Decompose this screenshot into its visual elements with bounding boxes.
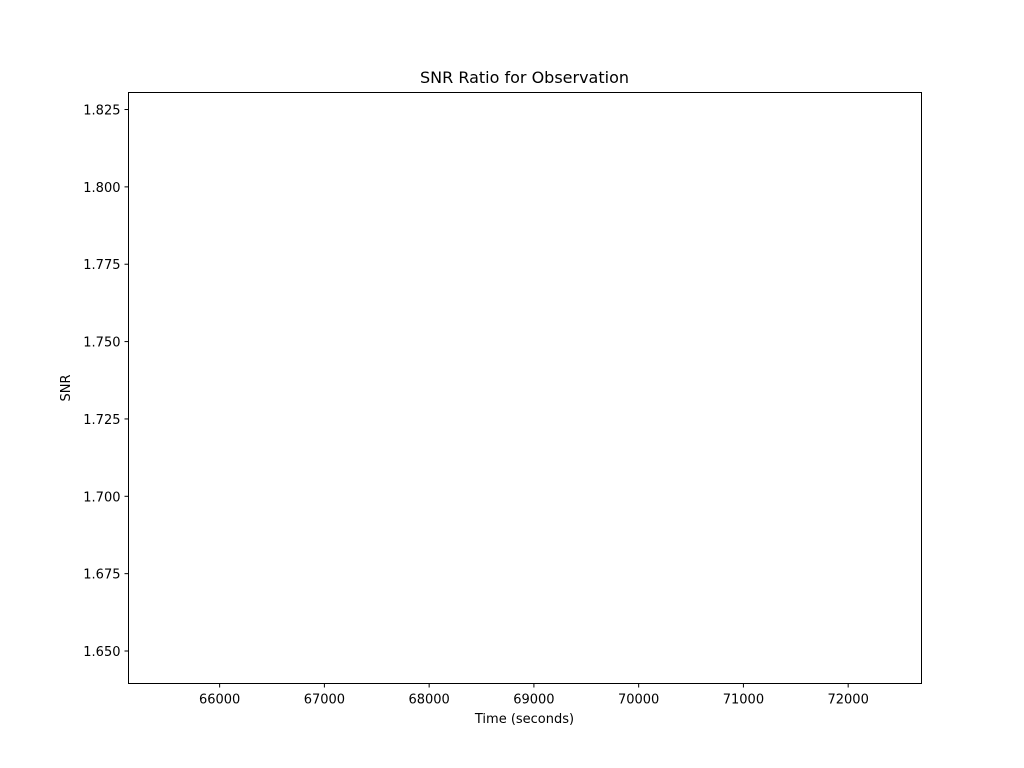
plot-area [128,92,922,684]
chart-title: SNR Ratio for Observation [420,68,629,87]
x-axis: 66000 67000 68000 69000 70000 71000 72000 [199,683,869,708]
x-tick-label: 71000 [723,693,764,708]
y-tick-label: 1.675 [83,568,120,583]
y-tick-label: 1.800 [83,181,120,196]
x-tick-label: 67000 [304,693,345,708]
y-tick-label: 1.725 [83,413,120,428]
x-tick-label: 69000 [513,693,554,708]
y-axis: 1.650 1.675 1.700 1.725 1.750 1.775 1.800 1.825 [83,104,129,660]
y-tick-label: 1.825 [83,104,120,119]
y-tick-label: 1.700 [83,490,120,505]
x-tick-label: 68000 [408,693,449,708]
x-axis-label: Time (seconds) [474,712,574,727]
x-tick-label: 66000 [199,693,240,708]
y-tick-label: 1.650 [83,645,120,660]
y-tick-label: 1.750 [83,336,120,351]
x-tick-label: 72000 [827,693,868,708]
y-tick-label: 1.775 [83,258,120,273]
x-tick-label: 70000 [618,693,659,708]
y-axis-label: SNR [59,374,74,401]
